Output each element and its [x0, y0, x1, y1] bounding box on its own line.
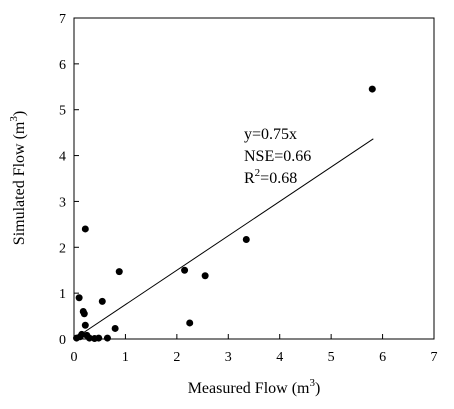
data-point [201, 272, 209, 280]
y-axis-ticks: 0 1 2 3 4 5 6 7 [59, 12, 79, 348]
y-axis-title-sup: 3 [8, 116, 20, 122]
x-tick-label: 1 [122, 350, 129, 365]
x-axis-title-close: ) [315, 380, 320, 397]
data-point [75, 294, 83, 302]
trendline [73, 138, 374, 340]
data-point [368, 85, 376, 93]
data-point [111, 324, 119, 332]
y-axis-title: Simulated Flow (m3) [8, 111, 28, 245]
annotation-r2-sup: 2 [255, 167, 261, 179]
data-point [115, 268, 123, 276]
data-points [73, 85, 376, 343]
data-point [181, 266, 189, 274]
x-tick-label: 6 [379, 350, 386, 365]
x-tick-label: 2 [173, 350, 180, 365]
data-point [103, 334, 111, 342]
y-tick-label: 5 [59, 104, 66, 119]
data-point [98, 297, 106, 305]
y-axis-title-close: ) [11, 111, 28, 116]
y-tick-label: 1 [59, 287, 66, 302]
data-point [81, 321, 89, 329]
data-point [186, 319, 194, 327]
x-axis-title-sup: 3 [309, 377, 315, 389]
data-point [242, 235, 250, 243]
annotation-r2-suffix: =0.68 [260, 170, 297, 187]
y-tick-label: 3 [59, 195, 66, 210]
data-point [85, 334, 93, 342]
x-tick-label: 4 [276, 350, 283, 365]
y-tick-label: 2 [59, 241, 66, 256]
x-tick-label: 5 [328, 350, 335, 365]
data-point [80, 310, 88, 318]
annotation-r2: R2=0.68 [244, 167, 297, 187]
data-point [81, 225, 89, 233]
annotation-equation: y=0.75x [244, 126, 297, 143]
y-axis-title-main: Simulated Flow (m [11, 121, 28, 245]
y-tick-label: 6 [59, 58, 66, 73]
plot-frame [73, 17, 435, 340]
data-point [95, 334, 103, 342]
y-tick-label: 7 [59, 12, 66, 27]
y-tick-label: 0 [59, 333, 66, 348]
x-axis-title: Measured Flow (m3) [188, 377, 321, 397]
x-tick-label: 0 [71, 350, 78, 365]
y-tick-label: 4 [59, 150, 66, 165]
x-tick-label: 7 [431, 350, 438, 365]
annotation-r2-prefix: R [244, 170, 255, 187]
x-axis-title-main: Measured Flow (m [188, 380, 310, 397]
x-tick-label: 3 [225, 350, 232, 365]
annotation-nse: NSE=0.66 [244, 148, 311, 165]
